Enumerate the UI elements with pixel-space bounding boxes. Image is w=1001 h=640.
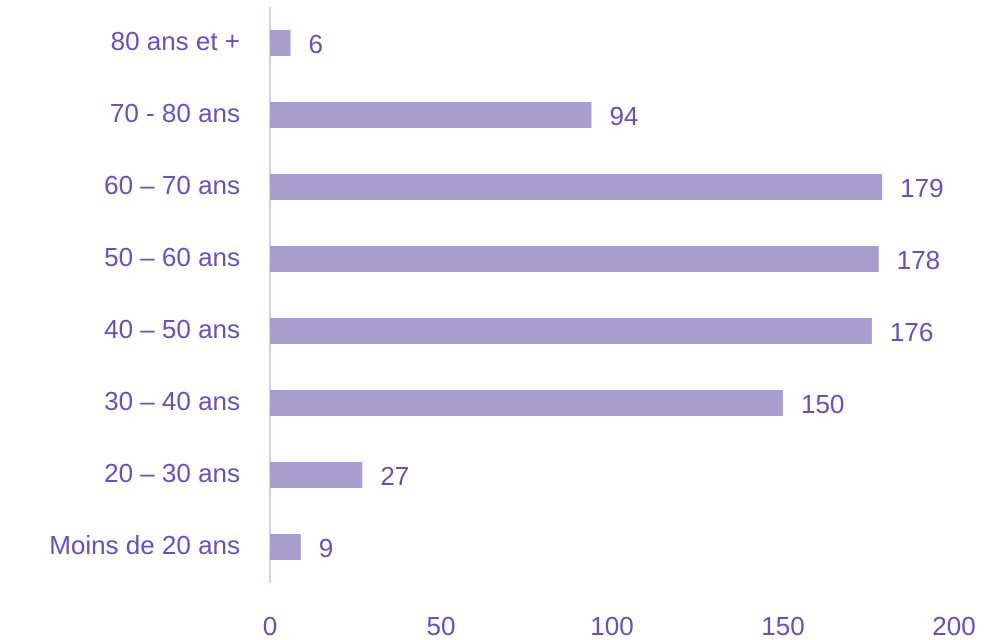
x-tick-label: 0 [263, 611, 277, 640]
value-label: 9 [319, 533, 333, 563]
bar [270, 390, 783, 416]
y-tick-label: 80 ans et + [111, 26, 240, 56]
bar [270, 174, 883, 200]
value-label: 94 [609, 101, 638, 131]
bar [270, 318, 872, 344]
bar [270, 102, 592, 128]
bar [270, 246, 879, 272]
value-label: 179 [900, 173, 943, 203]
value-label: 150 [801, 389, 844, 419]
x-tick-label: 150 [761, 611, 804, 640]
value-label: 6 [309, 29, 323, 59]
value-label: 27 [380, 461, 409, 491]
x-tick-label: 50 [427, 611, 456, 640]
y-tick-label: Moins de 20 ans [49, 530, 240, 560]
y-tick-label: 30 – 40 ans [104, 386, 240, 416]
bar [270, 30, 291, 56]
bar [270, 534, 301, 560]
y-tick-label: 50 – 60 ans [104, 242, 240, 272]
x-tick-label: 100 [590, 611, 633, 640]
value-label: 178 [897, 245, 940, 275]
y-tick-label: 40 – 50 ans [104, 314, 240, 344]
x-tick-label: 200 [932, 611, 975, 640]
value-label: 176 [890, 317, 933, 347]
y-tick-label: 60 – 70 ans [104, 170, 240, 200]
y-tick-label: 70 - 80 ans [110, 98, 240, 128]
y-tick-label: 20 – 30 ans [104, 458, 240, 488]
bar [270, 462, 363, 488]
